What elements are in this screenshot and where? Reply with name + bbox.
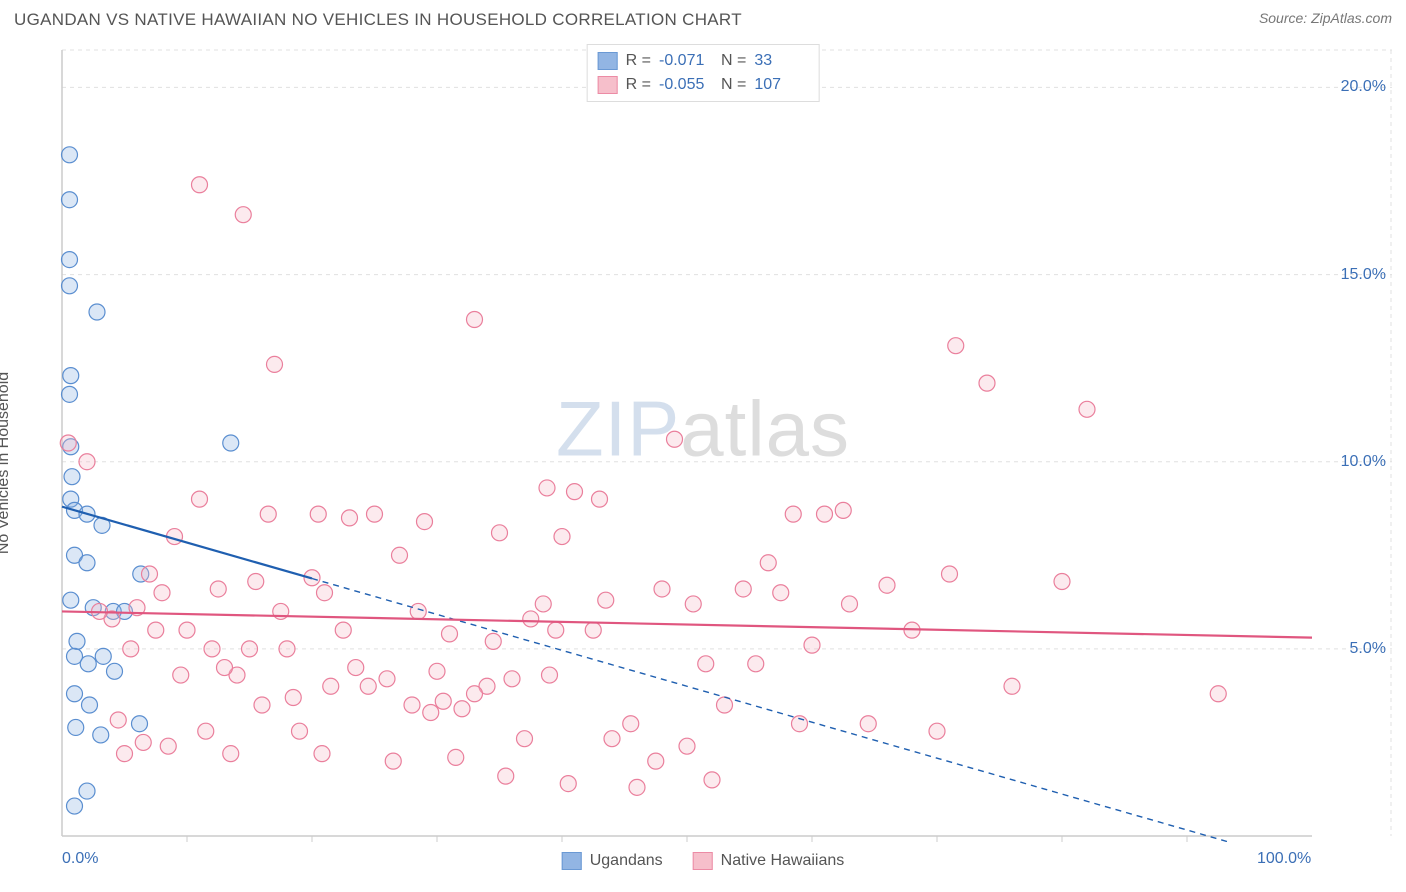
y-tick-label: 10.0% (1341, 453, 1386, 471)
legend-swatch (598, 76, 618, 94)
y-tick-label: 5.0% (1350, 640, 1386, 658)
source-prefix: Source: (1259, 10, 1311, 26)
y-tick-label: 15.0% (1341, 266, 1386, 284)
scatter-plot (56, 44, 1392, 842)
stat-n-value: 33 (754, 49, 808, 73)
stat-n-value: 107 (754, 73, 808, 97)
chart-title: UGANDAN VS NATIVE HAWAIIAN NO VEHICLES I… (14, 10, 742, 30)
source-name: ZipAtlas.com (1311, 10, 1392, 26)
chart-source: Source: ZipAtlas.com (1259, 10, 1392, 26)
stats-row: R = -0.071 N = 33 (598, 49, 809, 73)
stat-r-label: R = (626, 73, 651, 97)
x-tick-label: 100.0% (1257, 850, 1311, 868)
chart-container: No Vehicles in Household ZIPatlas R =-0.… (14, 44, 1392, 882)
x-tick-label: 0.0% (62, 850, 98, 868)
stat-r-value: -0.071 (659, 49, 713, 73)
stat-n-label: N = (721, 73, 746, 97)
y-axis-label: No Vehicles in Household (0, 372, 13, 554)
legend-swatch (693, 852, 713, 870)
series-legend: Ugandans Native Hawaiians (562, 852, 845, 870)
legend-swatch (598, 52, 618, 70)
stats-row: R = -0.055 N = 107 (598, 73, 809, 97)
legend-item: Ugandans (562, 852, 663, 870)
chart-header: UGANDAN VS NATIVE HAWAIIAN NO VEHICLES I… (0, 0, 1406, 44)
stat-r-value: -0.055 (659, 73, 713, 97)
legend-label: Native Hawaiians (721, 852, 845, 870)
legend-label: Ugandans (590, 852, 663, 870)
stat-r-label: R = (626, 49, 651, 73)
legend-swatch (562, 852, 582, 870)
stat-n-label: N = (721, 49, 746, 73)
stats-legend: R = -0.071 N = 33 R = -0.055 N = 107 (587, 44, 820, 102)
y-tick-label: 20.0% (1341, 78, 1386, 96)
legend-item: Native Hawaiians (693, 852, 845, 870)
